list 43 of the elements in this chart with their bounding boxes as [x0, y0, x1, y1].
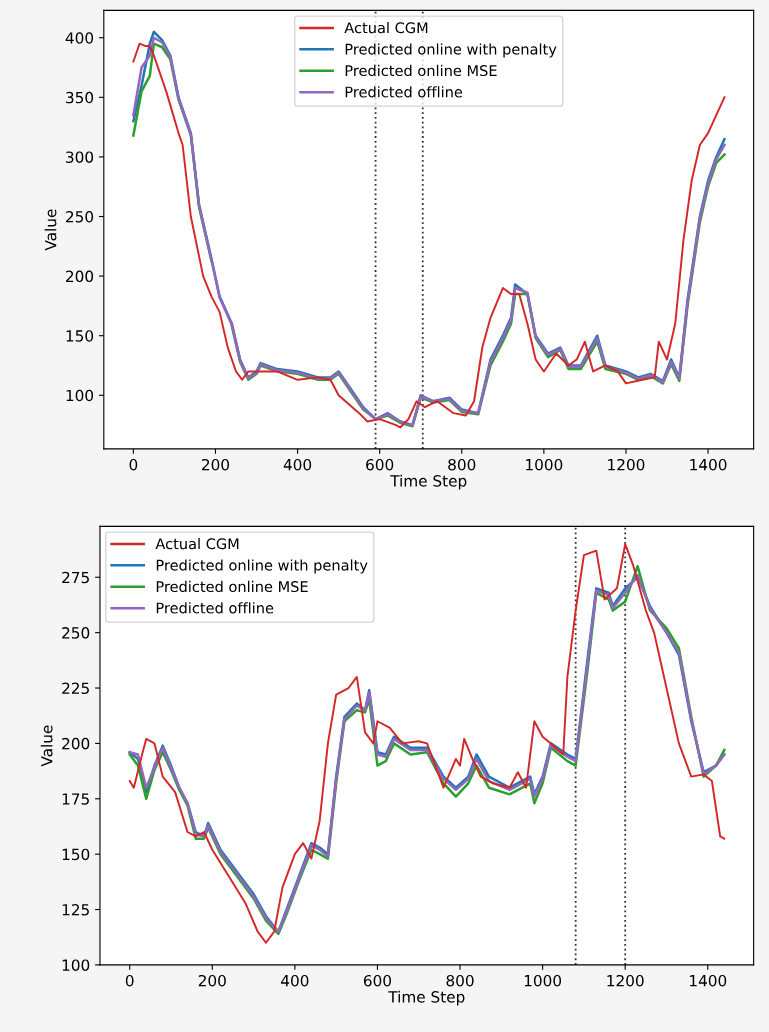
y-tick-label: 250: [66, 210, 94, 223]
y-tick-label: 150: [66, 330, 94, 342]
x-tick-label: 0: [129, 458, 138, 471]
y-tick-label: 250: [62, 627, 90, 639]
legend-label: Predicted online MSE: [156, 580, 308, 593]
x-tick-label: 1400: [690, 458, 727, 471]
legend-label: Predicted online with penalty: [156, 559, 368, 574]
x-tick-label: 400: [281, 974, 309, 987]
y-tick-label: 100: [66, 389, 94, 402]
x-tick-label: 800: [448, 458, 476, 471]
y-axis-title: Value: [40, 725, 53, 767]
y-tick-label: 200: [66, 270, 94, 283]
x-tick-label: 600: [366, 458, 394, 471]
y-axis-title: Value: [44, 209, 57, 251]
y-tick-label: 100: [62, 959, 90, 971]
x-tick-label: 200: [198, 974, 226, 987]
x-tick-label: 0: [125, 974, 134, 987]
x-tick-label: 1200: [608, 458, 645, 471]
x-tick-label: 1000: [526, 458, 563, 471]
legend-label: Actual CGM: [344, 21, 428, 34]
x-tick-label: 1200: [607, 974, 644, 987]
x-axis-title: Time Step: [388, 990, 465, 1006]
legend-label: Predicted offline: [345, 86, 463, 98]
y-tick-label: 400: [65, 32, 94, 44]
legend-label: Actual CGM: [155, 537, 239, 550]
y-tick-label: 275: [62, 571, 89, 584]
y-tick-label: 125: [62, 904, 89, 916]
y-tick-label: 350: [66, 91, 94, 104]
x-tick-label: 200: [202, 458, 230, 471]
x-axis-title: Time Step: [390, 474, 467, 490]
x-tick-label: 600: [363, 974, 392, 987]
legend-label: Predicted online with penalty: [345, 43, 557, 58]
x-tick-label: 800: [446, 974, 474, 987]
x-tick-label: 1400: [690, 974, 727, 987]
legend-label: Predicted online MSE: [345, 64, 497, 77]
y-tick-label: 225: [62, 682, 89, 695]
y-tick-label: 200: [62, 737, 90, 750]
y-tick-label: 175: [62, 793, 89, 805]
x-tick-label: 1000: [524, 974, 562, 987]
x-tick-label: 400: [283, 458, 312, 471]
y-tick-label: 150: [62, 848, 90, 861]
legend-label: Predicted offline: [156, 602, 274, 614]
y-tick-label: 300: [66, 151, 94, 163]
